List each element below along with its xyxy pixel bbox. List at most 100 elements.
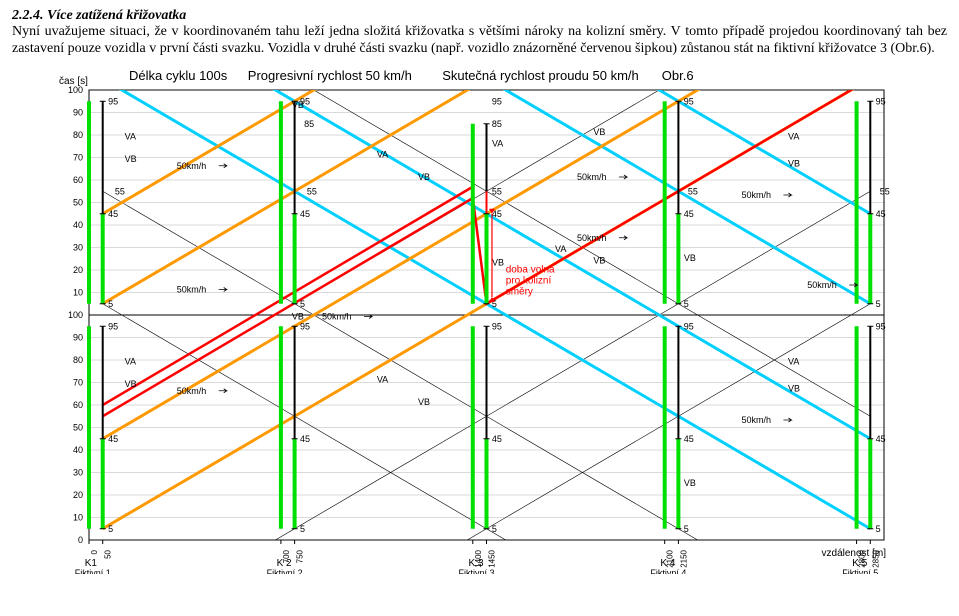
svg-text:10: 10	[73, 512, 83, 522]
svg-text:50: 50	[73, 422, 83, 432]
svg-text:10: 10	[73, 287, 83, 297]
svg-text:5: 5	[684, 298, 689, 308]
svg-text:45: 45	[492, 433, 502, 443]
svg-text:95: 95	[108, 96, 118, 106]
svg-text:VB: VB	[788, 158, 800, 168]
svg-text:VB: VB	[418, 397, 430, 407]
svg-text:95: 95	[492, 321, 502, 331]
svg-text:60: 60	[73, 400, 83, 410]
svg-text:45: 45	[108, 433, 118, 443]
svg-text:Délka cyklu 100s: Délka cyklu 100s	[129, 68, 228, 83]
svg-text:50km/h: 50km/h	[807, 280, 837, 290]
svg-text:90: 90	[73, 332, 83, 342]
svg-text:80: 80	[73, 355, 83, 365]
svg-text:50: 50	[73, 197, 83, 207]
svg-text:VA: VA	[377, 374, 388, 384]
svg-text:VB: VB	[418, 172, 430, 182]
svg-text:Fiktivní 3: Fiktivní 3	[459, 568, 495, 574]
svg-text:55: 55	[880, 186, 890, 196]
svg-text:čas [s]: čas [s]	[59, 76, 88, 87]
svg-text:VA: VA	[788, 356, 799, 366]
svg-text:Progresivní rychlost 50 km/h: Progresivní rychlost 50 km/h	[248, 68, 412, 83]
svg-text:20: 20	[73, 490, 83, 500]
svg-text:50km/h: 50km/h	[741, 190, 771, 200]
svg-text:50km/h: 50km/h	[177, 385, 207, 395]
svg-text:50km/h: 50km/h	[577, 232, 607, 242]
svg-text:45: 45	[300, 433, 310, 443]
svg-text:VB: VB	[125, 154, 137, 164]
svg-text:VA: VA	[125, 131, 136, 141]
svg-text:50km/h: 50km/h	[177, 160, 207, 170]
svg-text:VB: VB	[593, 255, 605, 265]
svg-text:50km/h: 50km/h	[577, 172, 607, 182]
svg-text:směry: směry	[506, 286, 533, 297]
svg-text:95: 95	[492, 96, 502, 106]
svg-text:20: 20	[73, 265, 83, 275]
svg-text:95: 95	[684, 321, 694, 331]
svg-text:VA: VA	[555, 244, 566, 254]
svg-text:85: 85	[304, 118, 314, 128]
svg-text:5: 5	[492, 523, 497, 533]
svg-text:VB: VB	[684, 478, 696, 488]
svg-text:55: 55	[115, 186, 125, 196]
svg-text:Skutečná rychlost proudu 50 km: Skutečná rychlost proudu 50 km/h	[442, 68, 639, 83]
svg-text:VB: VB	[684, 253, 696, 263]
svg-text:VA: VA	[125, 356, 136, 366]
svg-text:2150: 2150	[679, 549, 688, 567]
svg-text:VA: VA	[492, 138, 503, 148]
svg-text:80: 80	[73, 130, 83, 140]
svg-text:Fiktivní 1: Fiktivní 1	[75, 568, 111, 574]
svg-text:5: 5	[684, 523, 689, 533]
svg-text:100: 100	[68, 310, 83, 320]
svg-text:5: 5	[108, 298, 113, 308]
svg-text:95: 95	[876, 321, 886, 331]
section-heading: 2.2.4. Více zatížená křižovatka	[12, 8, 947, 24]
svg-text:95: 95	[300, 321, 310, 331]
svg-text:VB: VB	[292, 100, 304, 110]
svg-text:45: 45	[684, 208, 694, 218]
svg-text:70: 70	[73, 152, 83, 162]
svg-text:85: 85	[492, 118, 502, 128]
svg-text:70: 70	[73, 377, 83, 387]
svg-text:VA: VA	[788, 131, 799, 141]
svg-text:5: 5	[876, 523, 881, 533]
svg-text:Fiktivní 5: Fiktivní 5	[842, 568, 878, 574]
svg-text:45: 45	[876, 433, 886, 443]
svg-text:50km/h: 50km/h	[322, 311, 352, 321]
svg-text:45: 45	[684, 433, 694, 443]
svg-text:VB: VB	[492, 257, 504, 267]
svg-text:55: 55	[688, 186, 698, 196]
svg-text:0: 0	[90, 549, 99, 554]
svg-text:5: 5	[876, 298, 881, 308]
svg-text:95: 95	[684, 96, 694, 106]
svg-text:VB: VB	[593, 127, 605, 137]
diagram-obr6: Délka cyklu 100s Progresivní rychlost 50 …	[47, 62, 947, 579]
svg-text:5: 5	[108, 523, 113, 533]
svg-text:doba volna: doba volna	[506, 264, 555, 275]
svg-text:40: 40	[73, 220, 83, 230]
svg-text:Fiktivní 2: Fiktivní 2	[267, 568, 303, 574]
svg-text:45: 45	[108, 208, 118, 218]
svg-text:pro kolizní: pro kolizní	[506, 275, 552, 286]
svg-text:55: 55	[307, 186, 317, 196]
section-paragraph: Nyní uvažujeme situaci, že v koordinovan…	[12, 24, 947, 58]
svg-text:95: 95	[876, 96, 886, 106]
timing-chart: Délka cyklu 100s Progresivní rychlost 50 …	[47, 62, 917, 574]
svg-text:750: 750	[296, 549, 305, 563]
svg-text:VB: VB	[788, 383, 800, 393]
svg-text:5: 5	[300, 298, 305, 308]
svg-text:45: 45	[300, 208, 310, 218]
svg-text:40: 40	[73, 445, 83, 455]
svg-text:Obr.6: Obr.6	[662, 68, 694, 83]
svg-text:90: 90	[73, 107, 83, 117]
svg-text:30: 30	[73, 242, 83, 252]
svg-text:95: 95	[108, 321, 118, 331]
svg-text:Fiktivní 4: Fiktivní 4	[650, 568, 686, 574]
svg-text:45: 45	[876, 208, 886, 218]
svg-text:VB: VB	[125, 379, 137, 389]
svg-text:50km/h: 50km/h	[741, 415, 771, 425]
svg-text:5: 5	[300, 523, 305, 533]
svg-text:0: 0	[78, 535, 83, 545]
svg-text:55: 55	[492, 186, 502, 196]
svg-text:30: 30	[73, 467, 83, 477]
